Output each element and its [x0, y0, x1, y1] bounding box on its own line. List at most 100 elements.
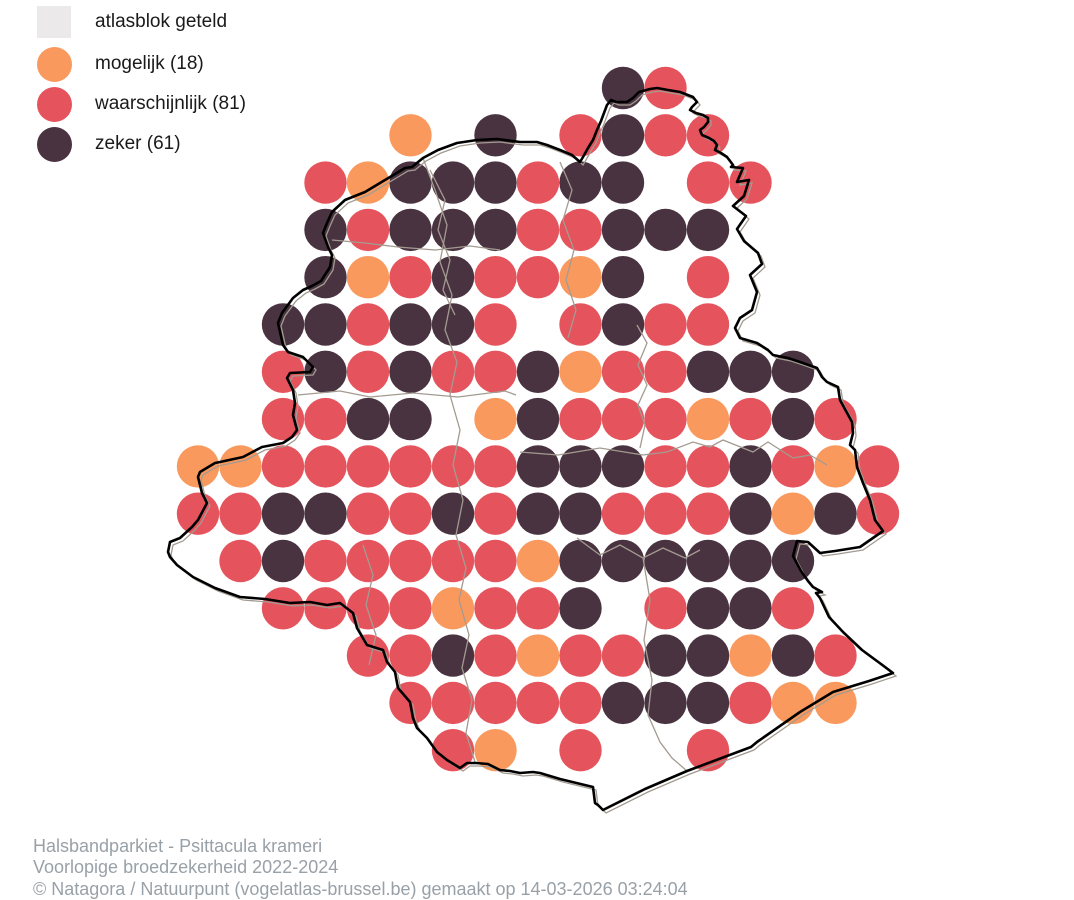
- map-subtitle: Voorlopige broedzekerheid 2022-2024: [33, 857, 339, 878]
- map-dot-mogelijk: [219, 445, 262, 488]
- map-dot-zeker: [559, 161, 602, 204]
- map-dot-zeker: [729, 492, 772, 535]
- map-dot-waarschijnlijk: [389, 587, 432, 630]
- map-dot-waarschijnlijk: [644, 587, 687, 630]
- map-dot-zeker: [389, 397, 432, 441]
- map-dot-zeker: [601, 114, 645, 157]
- map-dot-zeker: [559, 445, 602, 488]
- map-dot-waarschijnlijk: [474, 350, 517, 393]
- map-dot-zeker: [304, 256, 347, 299]
- waarschijnlijk-swatch-icon: [36, 86, 72, 122]
- map-dot-waarschijnlijk: [559, 397, 602, 441]
- region-boundary-outline: [166, 86, 895, 812]
- map-dot-zeker: [771, 634, 815, 677]
- map-dot-waarschijnlijk: [644, 492, 687, 535]
- map-dot-zeker: [304, 303, 347, 346]
- map-dot-mogelijk: [346, 161, 390, 204]
- map-dot-waarschijnlijk: [559, 729, 602, 772]
- map-dot-waarschijnlijk: [729, 681, 772, 725]
- map-dot-zeker: [686, 539, 730, 583]
- map-dot-mogelijk: [771, 681, 815, 725]
- map-dot-mogelijk: [474, 397, 517, 441]
- map-dot-zeker: [771, 539, 815, 583]
- map-dot-zeker: [474, 161, 517, 204]
- map-dot-waarschijnlijk: [856, 492, 900, 535]
- map-dot-waarschijnlijk: [516, 256, 560, 299]
- municipal-border-line: [559, 161, 577, 339]
- map-dot-waarschijnlijk: [431, 729, 475, 772]
- map-dot-zeker: [516, 397, 560, 441]
- map-dot-waarschijnlijk: [644, 445, 687, 488]
- map-dot-waarschijnlijk: [219, 539, 262, 583]
- map-dot-zeker: [431, 492, 475, 535]
- map-dot-zeker: [389, 350, 432, 393]
- map-dot-mogelijk: [559, 350, 602, 393]
- municipal-border-line: [636, 324, 648, 449]
- map-dot-zeker: [261, 539, 305, 583]
- map-dot-waarschijnlijk: [474, 634, 517, 677]
- map-dots: [176, 66, 900, 772]
- legend-item-atlasblok: atlasblok geteld: [0, 2, 340, 42]
- map-dot-waarschijnlijk: [686, 303, 730, 346]
- map-dot-waarschijnlijk: [559, 634, 602, 677]
- map-dot-waarschijnlijk: [431, 539, 475, 583]
- map-dot-waarschijnlijk: [474, 445, 517, 488]
- map-dot-zeker: [771, 397, 815, 441]
- map-dot-zeker: [431, 161, 475, 204]
- map-dot-waarschijnlijk: [686, 256, 730, 299]
- map-dot-waarschijnlijk: [389, 634, 432, 677]
- map-dot-waarschijnlijk: [644, 303, 687, 346]
- municipal-borders: [297, 157, 828, 772]
- map-dot-waarschijnlijk: [644, 66, 687, 110]
- atlasblok-swatch-icon: [37, 6, 71, 38]
- map-dot-zeker: [601, 208, 645, 252]
- map-dot-waarschijnlijk: [516, 161, 560, 204]
- legend-label-atlasblok: atlasblok geteld: [95, 11, 228, 32]
- map-dot-waarschijnlijk: [431, 350, 475, 393]
- map-dot-waarschijnlijk: [219, 492, 262, 535]
- map-dot-mogelijk: [516, 539, 560, 583]
- map-dot-waarschijnlijk: [644, 114, 687, 157]
- zeker-swatch-icon: [36, 126, 72, 162]
- map-dot-waarschijnlijk: [304, 397, 347, 441]
- legend-item-zeker: zeker (61): [0, 124, 340, 164]
- map-dot-zeker: [474, 208, 517, 252]
- map-dot-waarschijnlijk: [474, 681, 517, 725]
- map-dot-waarschijnlijk: [516, 681, 560, 725]
- legend-item-waarschijnlijk: waarschijnlijk (81): [0, 84, 340, 124]
- map-dot-waarschijnlijk: [601, 634, 645, 677]
- map-dot-zeker: [601, 303, 645, 346]
- map-dot-zeker: [389, 303, 432, 346]
- map-dot-waarschijnlijk: [729, 397, 772, 441]
- map-dot-waarschijnlijk: [474, 303, 517, 346]
- municipal-border-line: [362, 544, 377, 666]
- map-dot-waarschijnlijk: [644, 350, 687, 393]
- map-dot-zeker: [601, 161, 645, 204]
- map-dot-waarschijnlijk: [261, 350, 305, 393]
- map-dot-mogelijk: [516, 634, 560, 677]
- map-dot-zeker: [474, 114, 517, 157]
- map-dot-zeker: [729, 445, 772, 488]
- map-dot-zeker: [644, 681, 687, 725]
- map-dot-zeker: [601, 445, 645, 488]
- map-dot-zeker: [431, 256, 475, 299]
- map-dot-zeker: [729, 350, 772, 393]
- legend-label-waarschijnlijk: waarschijnlijk (81): [95, 93, 246, 114]
- map-dot-zeker: [686, 350, 730, 393]
- map-dot-zeker: [431, 303, 475, 346]
- map-dot-mogelijk: [176, 445, 220, 488]
- map-dot-zeker: [644, 539, 687, 583]
- legend-item-mogelijk: mogelijk (18): [0, 44, 340, 84]
- map-dot-waarschijnlijk: [431, 681, 475, 725]
- map-dot-zeker: [559, 492, 602, 535]
- map-dot-waarschijnlijk: [346, 492, 390, 535]
- municipal-border-line: [331, 239, 501, 251]
- municipal-border-line: [429, 169, 456, 316]
- region-boundary-inner-gray: [170, 90, 898, 814]
- map-dot-zeker: [686, 634, 730, 677]
- map-dot-zeker: [559, 539, 602, 583]
- map-dot-waarschijnlijk: [516, 587, 560, 630]
- map-dot-zeker: [601, 539, 645, 583]
- map-dot-waarschijnlijk: [771, 445, 815, 488]
- mogelijk-swatch-icon: [36, 46, 72, 82]
